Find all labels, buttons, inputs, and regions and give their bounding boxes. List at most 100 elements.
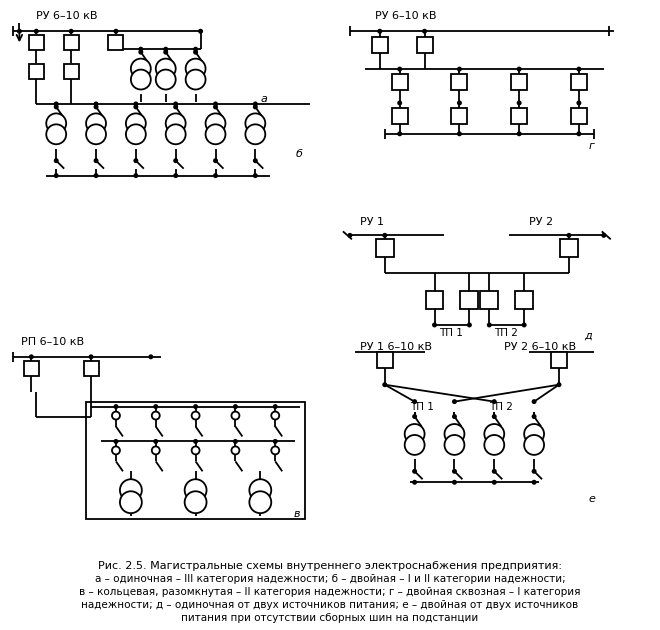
Text: ТП 1: ТП 1 xyxy=(440,328,463,338)
Bar xyxy=(29,64,44,79)
Bar xyxy=(29,35,44,50)
Circle shape xyxy=(213,101,218,106)
Circle shape xyxy=(46,113,66,134)
Circle shape xyxy=(273,439,278,444)
Text: РУ 2: РУ 2 xyxy=(529,217,553,227)
Circle shape xyxy=(163,47,168,52)
Text: ТП 2: ТП 2 xyxy=(489,401,513,411)
Circle shape xyxy=(193,439,198,444)
Circle shape xyxy=(193,47,198,52)
Circle shape xyxy=(422,29,427,34)
Circle shape xyxy=(492,480,497,484)
Circle shape xyxy=(213,173,218,178)
Bar xyxy=(461,291,478,309)
Circle shape xyxy=(17,29,22,34)
Circle shape xyxy=(531,414,537,419)
Circle shape xyxy=(253,158,258,163)
Bar xyxy=(480,291,498,309)
Circle shape xyxy=(405,435,424,455)
Circle shape xyxy=(233,404,238,409)
Circle shape xyxy=(412,469,417,474)
Circle shape xyxy=(191,411,199,420)
Bar xyxy=(571,74,587,90)
Bar xyxy=(63,35,79,50)
Text: РУ 1 6–10 кВ: РУ 1 6–10 кВ xyxy=(360,342,432,352)
Circle shape xyxy=(112,411,120,420)
Circle shape xyxy=(213,105,218,110)
Circle shape xyxy=(88,354,94,359)
Circle shape xyxy=(412,414,417,419)
Circle shape xyxy=(213,158,218,163)
Circle shape xyxy=(86,113,106,134)
Circle shape xyxy=(347,233,352,238)
Circle shape xyxy=(382,382,387,387)
Circle shape xyxy=(166,113,185,134)
Bar xyxy=(571,108,587,124)
Circle shape xyxy=(521,323,527,328)
Circle shape xyxy=(271,411,279,420)
Circle shape xyxy=(492,469,497,474)
Circle shape xyxy=(576,67,581,72)
Circle shape xyxy=(173,158,178,163)
Circle shape xyxy=(452,414,457,419)
Circle shape xyxy=(198,29,203,34)
Circle shape xyxy=(114,404,118,409)
Bar xyxy=(512,108,527,124)
Circle shape xyxy=(86,124,106,144)
Circle shape xyxy=(126,124,146,144)
Text: РП 6–10 кВ: РП 6–10 кВ xyxy=(21,337,84,347)
Circle shape xyxy=(412,399,417,404)
Circle shape xyxy=(271,447,279,454)
Circle shape xyxy=(531,469,537,474)
Circle shape xyxy=(133,101,139,106)
Circle shape xyxy=(126,113,146,134)
Bar xyxy=(416,37,432,53)
Circle shape xyxy=(452,469,457,474)
Circle shape xyxy=(378,29,382,34)
Circle shape xyxy=(120,479,142,501)
Circle shape xyxy=(94,105,98,110)
Bar xyxy=(560,239,578,257)
Circle shape xyxy=(139,50,143,55)
Circle shape xyxy=(173,173,178,178)
Circle shape xyxy=(53,173,59,178)
Circle shape xyxy=(166,124,185,144)
Circle shape xyxy=(412,480,417,484)
Circle shape xyxy=(249,491,271,513)
Circle shape xyxy=(193,404,198,409)
Circle shape xyxy=(444,435,465,455)
Bar xyxy=(24,361,39,376)
Circle shape xyxy=(94,101,98,106)
Circle shape xyxy=(139,47,143,52)
Text: в – кольцевая, разомкнутая – II категория надежности; г – двойная сквозная – I к: в – кольцевая, разомкнутая – II категори… xyxy=(79,587,581,597)
Bar xyxy=(451,74,467,90)
Circle shape xyxy=(397,67,402,72)
Bar xyxy=(392,108,408,124)
Circle shape xyxy=(452,399,457,404)
Circle shape xyxy=(246,113,265,134)
Circle shape xyxy=(531,480,537,484)
Circle shape xyxy=(253,173,258,178)
Circle shape xyxy=(524,435,544,455)
Circle shape xyxy=(246,124,265,144)
Circle shape xyxy=(205,124,226,144)
Circle shape xyxy=(156,59,176,79)
Circle shape xyxy=(253,101,258,106)
Circle shape xyxy=(484,435,504,455)
Text: надежности; д – одиночная от двух источников питания; е – двойная от двух источн: надежности; д – одиночная от двух источн… xyxy=(81,600,579,610)
Circle shape xyxy=(152,411,160,420)
Circle shape xyxy=(205,113,226,134)
Text: б: б xyxy=(295,149,302,159)
Bar xyxy=(426,291,444,309)
Bar xyxy=(451,108,467,124)
Circle shape xyxy=(457,67,462,72)
Circle shape xyxy=(232,411,240,420)
Circle shape xyxy=(185,491,207,513)
Circle shape xyxy=(517,67,521,72)
Circle shape xyxy=(53,101,59,106)
Circle shape xyxy=(153,404,158,409)
Circle shape xyxy=(253,105,258,110)
Text: РУ 1: РУ 1 xyxy=(360,217,384,227)
Circle shape xyxy=(185,479,207,501)
Bar xyxy=(86,401,305,519)
